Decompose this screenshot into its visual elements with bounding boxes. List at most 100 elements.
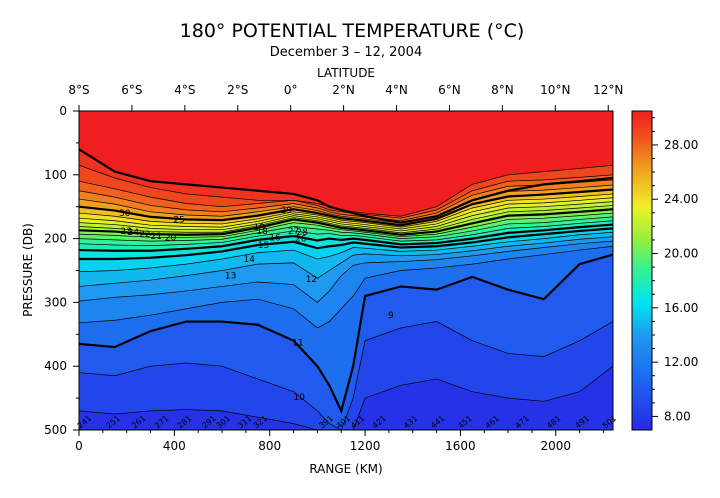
contour-label: 20 bbox=[165, 233, 177, 243]
contour-label: 15 bbox=[258, 241, 269, 251]
isotherm-29 bbox=[79, 164, 613, 217]
isotherm-17 bbox=[79, 220, 613, 246]
contour-label: 18 bbox=[256, 227, 268, 237]
y-tick-label: 300 bbox=[44, 295, 67, 309]
isotherm-21 bbox=[79, 205, 613, 234]
latitude-tick-label: 12°N bbox=[593, 83, 623, 97]
colorbar-tick-label: 28.00 bbox=[664, 138, 698, 152]
isotherm-26 bbox=[79, 184, 613, 224]
contour-label: 11 bbox=[292, 339, 303, 349]
x-tick-label: 1200 bbox=[350, 439, 381, 453]
x-tick-label: 400 bbox=[163, 439, 186, 453]
contour-label: 12 bbox=[306, 275, 317, 285]
colorbar-tick-label: 20.00 bbox=[664, 247, 698, 261]
band-29 bbox=[79, 165, 613, 219]
contour-label: 21 bbox=[151, 232, 162, 242]
latitude-tick-label: 6°S bbox=[121, 83, 142, 97]
band-14 bbox=[79, 232, 613, 287]
latitude-tick-label: 2°N bbox=[332, 83, 355, 97]
contour-label: 29 bbox=[281, 206, 293, 216]
band-13 bbox=[79, 236, 613, 303]
contour-label: 9 bbox=[388, 311, 394, 321]
contour-label: 26 bbox=[295, 235, 307, 245]
y-tick-label: 0 bbox=[59, 104, 67, 118]
x-tick-label: 0 bbox=[75, 439, 83, 453]
colorbar-tick-label: 24.00 bbox=[664, 192, 698, 206]
y-tick-label: 400 bbox=[44, 359, 67, 373]
latitude-tick-label: 2°S bbox=[227, 83, 248, 97]
contour-label: 10 bbox=[294, 393, 306, 403]
colorbar bbox=[631, 110, 653, 431]
y-axis-label: PRESSURE (DB) bbox=[21, 223, 35, 317]
latitude-tick-label: 10°N bbox=[540, 83, 570, 97]
isotherm-23 bbox=[79, 197, 613, 230]
isotherm-27 bbox=[79, 179, 613, 222]
isotherm-10 bbox=[79, 253, 613, 415]
latitude-tick-label: 4°S bbox=[174, 83, 195, 97]
isotherm-13 bbox=[79, 236, 613, 287]
band-28 bbox=[79, 174, 613, 221]
chart-subtitle: December 3 – 12, 2004 bbox=[270, 45, 422, 60]
latitude-axis-label: LATITUDE bbox=[317, 66, 375, 80]
x-axis: 0 400 800 1200 1600 2000 bbox=[75, 430, 604, 453]
isotherm-lines bbox=[79, 148, 613, 430]
contour-label: 14 bbox=[243, 255, 255, 265]
contour-label: 24 bbox=[128, 228, 140, 238]
band-20 bbox=[79, 209, 613, 238]
y-tick-label: 100 bbox=[44, 168, 67, 182]
contour-label: 25 bbox=[173, 215, 184, 225]
colorbar-tick-label: 12.00 bbox=[664, 355, 698, 369]
plot-area bbox=[79, 111, 613, 430]
isotherm-19 bbox=[79, 212, 613, 238]
isotherm-12 bbox=[79, 240, 613, 303]
y-tick-label: 500 bbox=[44, 423, 67, 437]
band-18 bbox=[79, 216, 613, 246]
x-axis-label: RANGE (KM) bbox=[309, 462, 382, 476]
band-15 bbox=[79, 228, 613, 272]
contour-label: 22 bbox=[139, 230, 150, 240]
contour-label: 27 bbox=[288, 227, 299, 237]
isotherm-25 bbox=[79, 188, 613, 227]
isotherm-20 bbox=[79, 208, 613, 236]
contour-label: 30 bbox=[119, 209, 131, 219]
isotherm-24 bbox=[79, 193, 613, 228]
x-tick-label: 1600 bbox=[445, 439, 476, 453]
isotherm-9 bbox=[79, 321, 613, 430]
isotherm-11 bbox=[79, 245, 613, 329]
isotherm-28 bbox=[79, 174, 613, 219]
band-9 bbox=[79, 321, 613, 430]
latitude-tick-label: 8°S bbox=[68, 83, 89, 97]
isotherm-22 bbox=[79, 201, 613, 232]
temperature-bands bbox=[79, 111, 613, 430]
band-11 bbox=[79, 246, 613, 411]
contour-label: 13 bbox=[225, 272, 236, 282]
colorbar-tick-label: 8.00 bbox=[664, 409, 691, 423]
contour-label: 16 bbox=[269, 233, 281, 243]
latitude-tick-label: 4°N bbox=[385, 83, 408, 97]
isotherm-16 bbox=[79, 223, 613, 252]
band-8 bbox=[79, 366, 613, 430]
contour-label: 23 bbox=[120, 227, 131, 237]
contour-label: 28 bbox=[296, 228, 308, 238]
latitude-tick-label: 8°N bbox=[491, 83, 514, 97]
band-10 bbox=[79, 254, 613, 430]
isotherm-14 bbox=[79, 231, 613, 273]
isotherm-8 bbox=[79, 365, 613, 430]
band-27 bbox=[79, 179, 613, 224]
colorbar-ticks: 8.00 12.00 16.00 20.00 24.00 28.00 bbox=[652, 117, 698, 423]
x-tick-label: 800 bbox=[258, 439, 281, 453]
latitude-axis: 8°S 6°S 4°S 2°S 0° 2°N 4°N 6°N 8°N 10°N 12°N bbox=[68, 83, 623, 111]
isotherm-18 bbox=[79, 216, 613, 242]
y-tick-label: 200 bbox=[44, 232, 67, 246]
isotherm-15 bbox=[79, 227, 613, 261]
latitude-tick-label: 6°N bbox=[438, 83, 461, 97]
chart-title: 180° POTENTIAL TEMPERATURE (°C) bbox=[180, 20, 525, 42]
band-16 bbox=[79, 224, 613, 260]
contour-label: 19 bbox=[253, 223, 265, 233]
y-axis: 0 100 200 300 400 500 bbox=[44, 104, 79, 437]
band-19 bbox=[79, 213, 613, 242]
colorbar-tick-label: 16.00 bbox=[664, 301, 698, 315]
x-tick-label: 2000 bbox=[541, 439, 572, 453]
